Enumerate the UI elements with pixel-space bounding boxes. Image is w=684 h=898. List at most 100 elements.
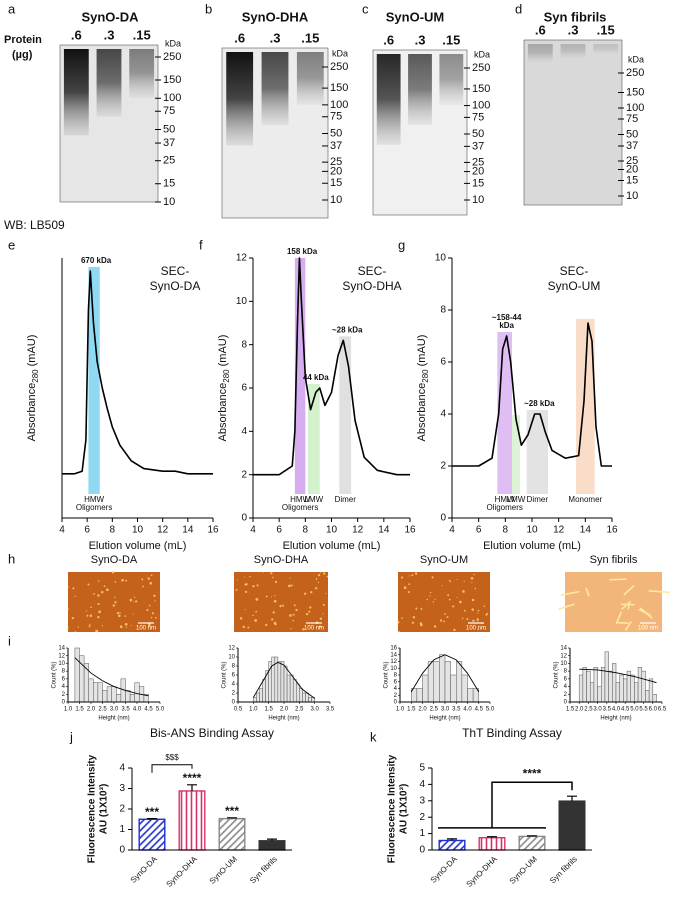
region-label: LMW [507,495,526,504]
chart-title: SynO-DHA [342,279,401,293]
elution-region [512,415,520,494]
blot-smear [226,52,254,146]
x-tick-label: 12 [352,525,364,536]
kda-label: kDa [165,38,181,48]
marker-label: 15 [163,178,175,190]
blot-smear [593,44,619,55]
afm-particle [274,580,278,584]
x-tick-label: 2.0 [575,707,584,713]
x-tick-label: 16 [606,525,618,536]
marker-label: 37 [330,140,342,152]
x-tick-label: 6.0 [649,707,658,713]
marker-label: 100 [163,92,181,104]
marker-label: 15 [626,174,638,186]
error-bar [567,795,577,802]
x-tick-label: 16 [207,525,219,536]
bar [138,818,166,851]
afm-particle [429,591,432,594]
histogram-bar [88,678,94,703]
blot-title: SynO-DHA [242,9,309,24]
x-tick-label: 5.0 [156,707,165,713]
histogram-bar [612,663,617,703]
afm-particle [398,630,400,633]
y-tick-label: 16 [390,646,397,652]
region-label: Oligomers [486,503,522,512]
x-tick-label: 2.5 [295,707,304,713]
afm-particle [150,616,153,619]
histogram-bar [608,670,613,703]
afm-particle [429,595,431,597]
afm-particle [449,581,452,583]
y-axis-label: Count (%) [384,661,390,688]
afm-particle [119,625,123,629]
blot-membrane [523,39,623,206]
y-axis-label: AU (1X10³) [99,784,110,835]
afm-particle [401,617,403,619]
blot-title: SynO-DA [81,9,139,24]
afm-particle [106,588,109,592]
histogram-bar [305,692,309,703]
y-tick-label: 8 [394,673,398,679]
afm-fibril [623,585,635,596]
x-tick-label: 6 [84,525,90,536]
elution-region [307,384,320,494]
afm-particle [254,619,258,622]
x-tick-label: 4 [250,525,256,536]
afm-particle [420,607,423,610]
marker-label: 100 [626,102,644,114]
afm-particle [310,591,313,594]
x-tick-label: 10 [132,525,144,536]
fit-curve [74,657,149,697]
x-tick-label: 8 [303,525,309,536]
afm-particle [459,600,462,604]
afm-particle [473,573,475,576]
chromatogram-line [253,257,410,476]
y-axis-label-sub: 280 [31,369,40,383]
chromatogram-line [62,270,213,475]
histogram-bar [283,665,288,703]
afm-particle [396,620,400,624]
significance-bracket [491,781,573,828]
afm-particle [290,584,293,587]
afm-particle [77,626,79,628]
elution-region [88,267,100,494]
marker-label: 50 [163,123,175,135]
panel-letter: i [8,633,11,648]
afm-particle [119,612,121,614]
afm-particle [272,611,275,614]
blot-smear [261,52,289,126]
afm-particle [444,613,446,615]
afm-particle [72,587,75,590]
x-axis-label: Height (nm) [600,716,631,722]
panel-letter: f [199,237,203,252]
x-tick-label: SynO-DA [129,854,160,885]
afm-particle [236,579,239,581]
afm-particle [98,610,101,614]
y-tick-label: 0 [62,700,66,706]
afm-particle [433,625,437,628]
afm-particle [146,609,149,612]
afm-particle [68,586,70,588]
y-axis-label-unit: (mAU) [217,335,229,367]
afm-particle [244,583,247,586]
scale-label: 100 nm [466,626,486,632]
x-tick-label: 12 [553,525,565,536]
histogram-bar [427,661,434,703]
afm-particle [244,590,248,594]
region-label: Oligomers [76,503,112,512]
afm-particle [318,625,322,628]
wb-label: WB: LB509 [4,218,65,232]
afm-particle [273,599,277,603]
bar [518,835,546,851]
x-tick-label: 4.0 [133,707,142,713]
significance-mark: **** [183,771,202,785]
y-tick-label: 14 [390,652,397,658]
kda-label: kDa [628,54,644,64]
marker-label: 75 [626,113,638,125]
y-tick-label: 2 [564,692,568,698]
marker-label: 10 [163,196,175,208]
y-tick-label: 2 [119,804,125,815]
afm-fibril [560,590,580,596]
marker-label: 150 [330,82,348,94]
x-tick-label: 3.0 [441,707,450,713]
